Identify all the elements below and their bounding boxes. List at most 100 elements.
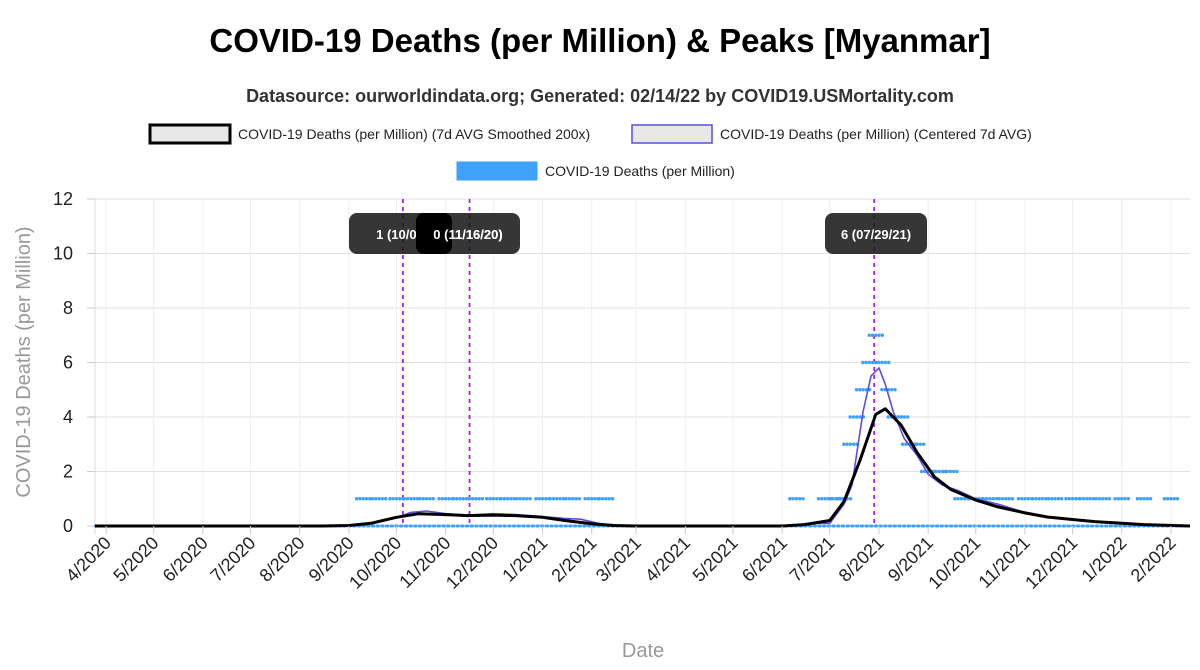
data-point bbox=[934, 469, 938, 474]
data-point bbox=[477, 497, 481, 501]
data-point bbox=[518, 497, 522, 501]
data-point bbox=[831, 497, 835, 501]
data-point bbox=[540, 497, 545, 501]
x-tick-label: 8/2020 bbox=[255, 533, 308, 586]
legend-label: COVID-19 Deaths (per Million) (7d AVG Sm… bbox=[238, 126, 590, 142]
data-point bbox=[1126, 497, 1131, 501]
data-point bbox=[827, 497, 832, 501]
data-point bbox=[1034, 497, 1038, 501]
x-tick-label: 4/2021 bbox=[641, 533, 694, 586]
data-point bbox=[835, 497, 840, 501]
data-point bbox=[428, 497, 432, 501]
data-point bbox=[991, 497, 996, 501]
chart-title: COVID-19 Deaths (per Million) & Peaks [M… bbox=[209, 22, 991, 59]
peak-label: 0 (11/16/20) bbox=[433, 227, 502, 242]
data-point bbox=[458, 497, 462, 501]
data-point bbox=[567, 497, 572, 501]
data-point bbox=[963, 497, 967, 501]
data-point bbox=[555, 497, 559, 501]
data-point bbox=[577, 497, 581, 501]
legend-label: COVID-19 Deaths (per Million) bbox=[545, 163, 735, 179]
data-point bbox=[899, 415, 903, 419]
data-point bbox=[604, 497, 608, 501]
data-point bbox=[561, 497, 566, 501]
legend-item[interactable]: COVID-19 Deaths (per Million) (7d AVG Sm… bbox=[148, 123, 590, 145]
data-point bbox=[1097, 497, 1102, 501]
data-point bbox=[915, 442, 919, 446]
data-point bbox=[607, 497, 611, 501]
data-point bbox=[870, 333, 875, 337]
data-point bbox=[994, 497, 999, 501]
data-point bbox=[904, 442, 908, 446]
data-point bbox=[593, 497, 597, 501]
data-point bbox=[788, 497, 792, 501]
data-point bbox=[861, 360, 865, 365]
data-point bbox=[1007, 497, 1011, 501]
covid-19-deaths-per-million-7d-avg-smoothed-200x-line bbox=[95, 407, 1191, 528]
data-point bbox=[953, 497, 957, 501]
data-point bbox=[951, 469, 956, 474]
data-point bbox=[1113, 497, 1117, 501]
data-point bbox=[402, 497, 406, 501]
legend-item[interactable]: COVID-19 Deaths (per Million) bbox=[456, 161, 735, 181]
legend-item[interactable]: COVID-19 Deaths (per Million) (Centered … bbox=[631, 124, 1032, 144]
data-point bbox=[871, 360, 875, 365]
data-point bbox=[855, 415, 859, 419]
data-point bbox=[1037, 497, 1041, 501]
data-point bbox=[874, 333, 878, 337]
legend-swatch bbox=[456, 161, 538, 181]
data-point bbox=[570, 497, 575, 501]
x-tick-label: 7/2021 bbox=[786, 533, 839, 586]
data-point bbox=[431, 497, 435, 501]
data-point bbox=[391, 497, 395, 501]
x-tick-label: 8/2021 bbox=[835, 533, 888, 586]
data-point bbox=[415, 497, 420, 501]
data-point bbox=[839, 497, 843, 501]
data-point bbox=[424, 497, 429, 501]
data-point bbox=[1107, 497, 1112, 501]
data-point bbox=[842, 442, 846, 446]
data-point bbox=[405, 497, 410, 501]
x-tick-label: 1/2021 bbox=[498, 533, 551, 586]
data-point bbox=[877, 360, 881, 365]
y-axis-ticks: 0 2 4 6 8 10 12 bbox=[53, 189, 95, 536]
legend[interactable]: COVID-19 Deaths (per Million) (7d AVG Sm… bbox=[148, 123, 1032, 181]
data-point bbox=[880, 360, 884, 365]
data-point bbox=[848, 497, 853, 501]
data-point bbox=[574, 497, 578, 501]
data-point bbox=[873, 360, 878, 365]
x-tick-label: 3/2021 bbox=[592, 533, 645, 586]
data-point bbox=[470, 497, 475, 501]
data-point bbox=[515, 497, 519, 501]
data-point bbox=[816, 497, 821, 501]
y-tick-label: 6 bbox=[63, 353, 73, 373]
data-point bbox=[1172, 497, 1176, 501]
covid-19-deaths-per-million-centered-7d-avg-line bbox=[95, 367, 1191, 527]
peak-label-box bbox=[825, 213, 927, 254]
data-point bbox=[1044, 497, 1048, 501]
data-point bbox=[791, 497, 795, 501]
data-point bbox=[447, 497, 451, 501]
data-point bbox=[906, 415, 910, 419]
data-point bbox=[858, 388, 862, 392]
data-point bbox=[1000, 497, 1005, 501]
series-lines bbox=[95, 367, 1191, 528]
data-point bbox=[1138, 497, 1143, 501]
x-tick-label: 1/2022 bbox=[1078, 533, 1131, 586]
data-point bbox=[893, 388, 897, 392]
x-tick-label: 2/2022 bbox=[1127, 533, 1180, 586]
data-point bbox=[1162, 497, 1167, 501]
data-point bbox=[1064, 497, 1068, 501]
peak-label-overlap bbox=[416, 213, 452, 254]
data-point bbox=[801, 497, 805, 501]
data-point bbox=[412, 497, 416, 501]
data-point bbox=[1078, 497, 1082, 501]
data-point bbox=[370, 497, 375, 501]
peak-label: 6 (07/29/21) bbox=[841, 227, 911, 242]
data-point bbox=[494, 497, 499, 501]
data-point bbox=[601, 497, 605, 501]
data-point bbox=[1026, 497, 1030, 501]
y-tick-label: 2 bbox=[63, 462, 73, 482]
data-point bbox=[845, 442, 849, 446]
data-point bbox=[997, 497, 1002, 501]
